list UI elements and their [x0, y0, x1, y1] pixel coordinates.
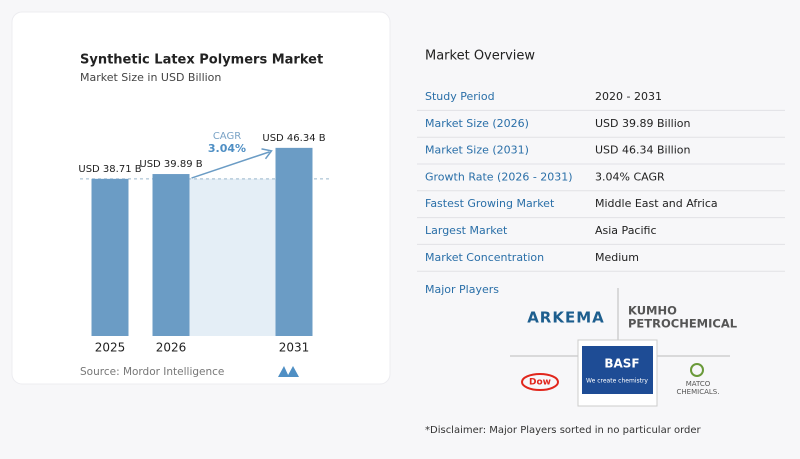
row-label: Fastest Growing Market [425, 197, 555, 210]
row-value: 2020 - 2031 [595, 90, 662, 103]
bar [275, 147, 313, 336]
basf-logo-bg [582, 346, 653, 394]
matco-logo-shape [690, 363, 704, 377]
row-label: Market Concentration [425, 251, 544, 264]
cagr-arrowhead [261, 148, 273, 160]
shaded-region [189, 178, 276, 336]
chart-subtitle: Market Size in USD Billion [80, 71, 221, 84]
row-value: Medium [595, 251, 639, 264]
basf-logo: BASF [604, 357, 639, 371]
row-value: USD 39.89 Billion [595, 117, 690, 130]
overview-title: Market Overview [425, 49, 535, 64]
cagr-value: 3.04% [208, 142, 246, 155]
source-logo [278, 366, 299, 377]
row-label: Market Size (2026) [425, 117, 529, 130]
source: Source: Mordor Intelligence [80, 366, 224, 378]
matco-logo: CHEMICALS. [677, 388, 720, 396]
row-value: USD 46.34 Billion [595, 144, 690, 157]
matco-logo: MATCO [686, 380, 711, 388]
value-label: USD 38.71 B [78, 164, 141, 175]
chart-title: Synthetic Latex Polymers Market [80, 53, 323, 68]
row-label: Largest Market [425, 224, 508, 237]
players-title: Major Players [425, 283, 499, 296]
value-label: USD 46.34 B [262, 133, 325, 144]
kumho-logo: PETROCHEMICAL [628, 317, 738, 331]
cagr-label: CAGR [213, 131, 241, 142]
x-tick-label: 2031 [279, 341, 310, 355]
value-label: USD 39.89 B [139, 159, 202, 170]
bar [91, 178, 129, 336]
disclaimer: *Disclaimer: Major Players sorted in no … [425, 425, 702, 436]
dow-logo-shape [521, 373, 559, 391]
bar [152, 174, 190, 336]
row-value: Middle East and Africa [595, 197, 718, 210]
kumho-logo: KUMHO [628, 304, 677, 318]
dow-logo: Dow [529, 378, 551, 388]
basf-tagline: We create chemistry [586, 378, 648, 385]
arkema-logo: ARKEMA [527, 309, 605, 327]
row-label: Market Size (2031) [425, 144, 529, 157]
cagr-arrow [191, 151, 270, 179]
row-label: Growth Rate (2026 - 2031) [425, 170, 573, 183]
row-value: 3.04% CAGR [595, 170, 665, 183]
x-tick-label: 2026 [156, 341, 187, 355]
row-label: Study Period [425, 90, 495, 103]
row-value: Asia Pacific [595, 224, 657, 237]
x-tick-label: 2025 [95, 341, 126, 355]
